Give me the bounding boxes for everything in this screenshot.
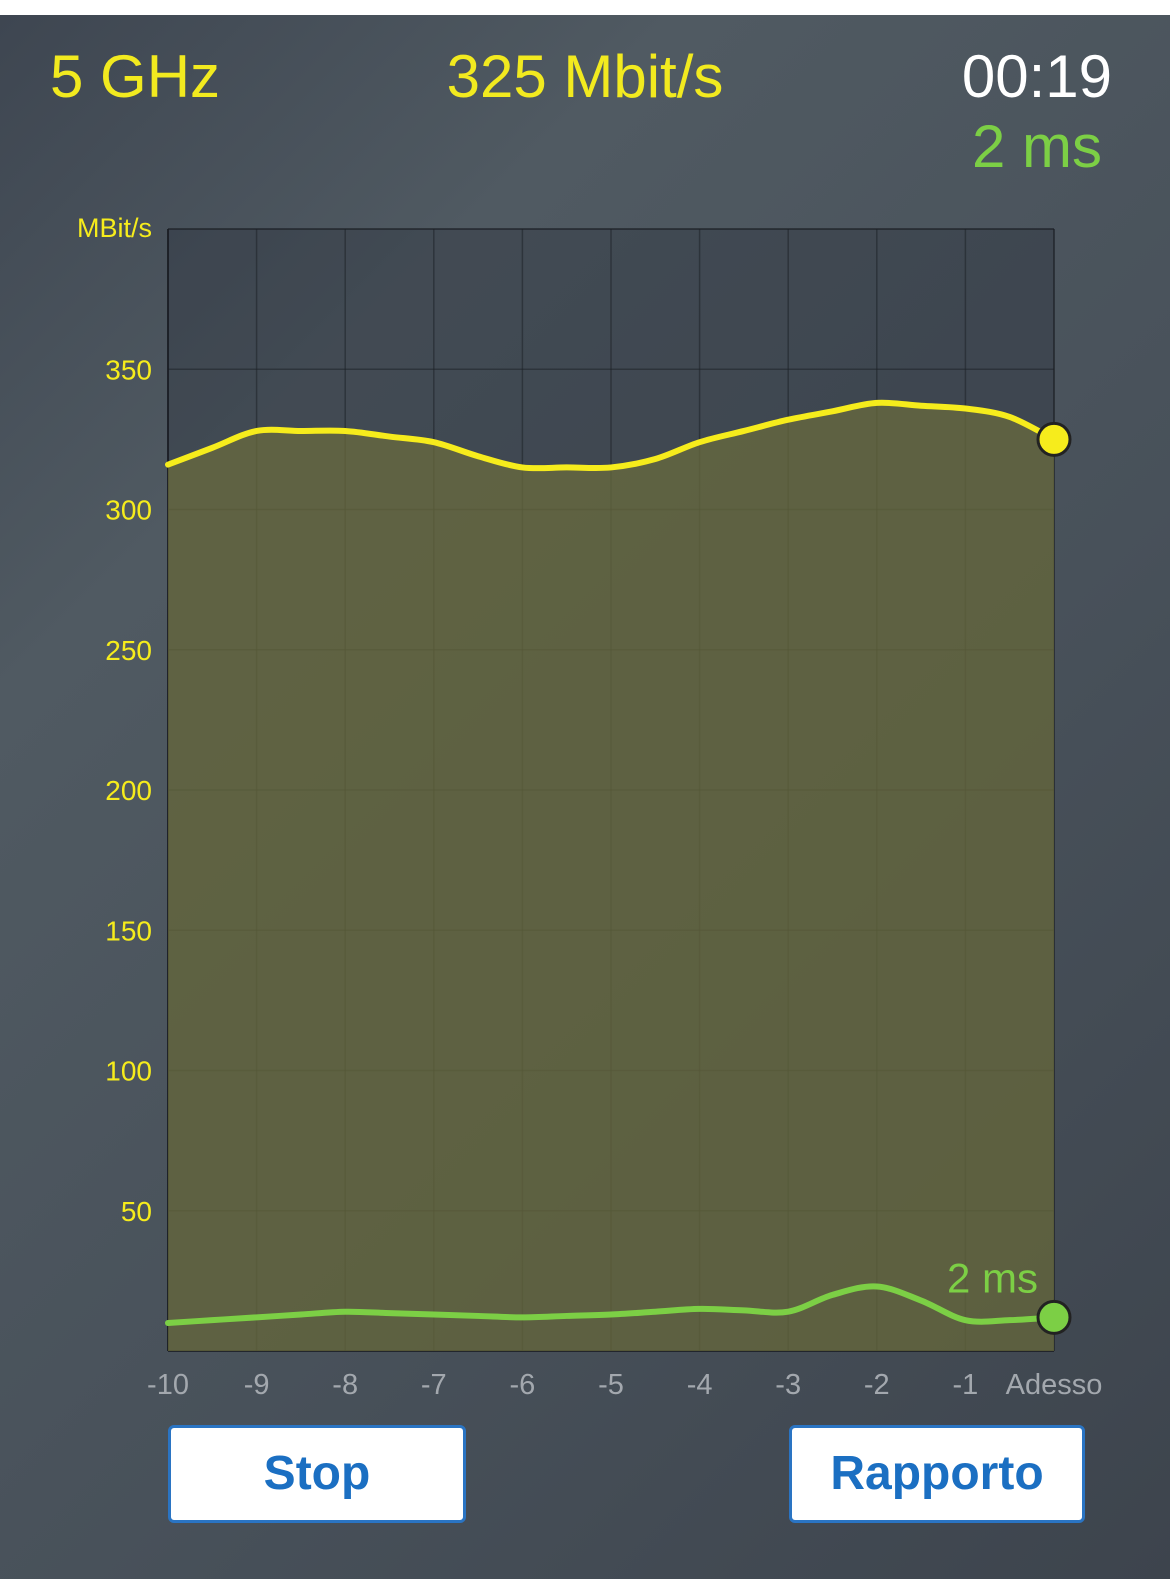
x-tick-label: -7 (421, 1369, 447, 1401)
latency-end-label: 2 ms (947, 1254, 1038, 1301)
y-tick-label: 300 (105, 495, 152, 526)
throughput-chart: 2 ms MBit/s 50 100 150 200 250 300 350 -10 -9 -8 -7 -… (77, 213, 1103, 1401)
x-tick-label: -1 (953, 1369, 979, 1401)
y-tick-label: 150 (105, 915, 152, 946)
y-tick-label: 350 (105, 354, 152, 385)
wifi-band: 5 GHz (50, 43, 221, 110)
elapsed-time: 00:19 (961, 43, 1112, 110)
speed-point (1036, 421, 1072, 457)
y-tick-label: 100 (105, 1056, 152, 1087)
speed-line (165, 399, 1057, 472)
speed-test-screen: 5 GHz 325 Mbit/s 00:19 2 ms 2 ms MBit/s 50… (0, 15, 1170, 1579)
y-tick-label: 250 (105, 635, 152, 666)
latency-point (1036, 1299, 1072, 1335)
y-tick-label: 200 (105, 775, 152, 806)
x-tick-label: -5 (598, 1369, 624, 1401)
speed-area (168, 402, 1054, 1352)
x-tick-label: Adesso (1006, 1369, 1103, 1401)
report-button[interactable]: Rapporto (789, 1425, 1085, 1523)
x-tick-label: -6 (510, 1369, 536, 1401)
latency-line (165, 1283, 1057, 1326)
stop-button[interactable]: Stop (168, 1425, 466, 1523)
x-tick-label: -9 (244, 1369, 270, 1401)
x-tick-label: -4 (687, 1369, 713, 1401)
x-tick-label: -10 (147, 1369, 189, 1401)
x-tick-label: -8 (332, 1369, 358, 1401)
x-tick-label: -3 (775, 1369, 801, 1401)
current-latency: 2 ms (971, 113, 1102, 180)
y-tick-label: 50 (121, 1196, 152, 1227)
y-axis-title: MBit/s (77, 213, 152, 243)
current-speed: 325 Mbit/s (446, 43, 724, 110)
x-tick-label: -2 (864, 1369, 890, 1401)
